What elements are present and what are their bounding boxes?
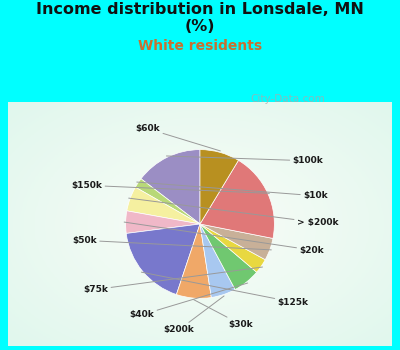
Text: $30k: $30k <box>194 300 253 329</box>
Text: (%): (%) <box>185 19 215 34</box>
Text: Income distribution in Lonsdale, MN: Income distribution in Lonsdale, MN <box>36 2 364 17</box>
Text: $40k: $40k <box>130 283 248 319</box>
Text: $200k: $200k <box>164 296 224 334</box>
Wedge shape <box>135 179 200 224</box>
Wedge shape <box>200 224 235 298</box>
Wedge shape <box>200 149 238 224</box>
Text: $75k: $75k <box>84 267 262 294</box>
Text: $20k: $20k <box>124 222 324 254</box>
Wedge shape <box>200 224 257 289</box>
Text: City-Data.com: City-Data.com <box>251 94 325 105</box>
Wedge shape <box>200 224 265 272</box>
Text: > $200k: > $200k <box>129 198 338 227</box>
Wedge shape <box>126 211 200 233</box>
Text: $100k: $100k <box>166 156 323 165</box>
Wedge shape <box>126 224 200 295</box>
Text: White residents: White residents <box>138 39 262 53</box>
Wedge shape <box>200 160 274 238</box>
Wedge shape <box>141 149 200 224</box>
Text: $50k: $50k <box>72 236 271 250</box>
Text: $125k: $125k <box>141 272 308 307</box>
Text: $10k: $10k <box>137 182 328 200</box>
Wedge shape <box>176 224 211 298</box>
Wedge shape <box>200 224 273 260</box>
Text: $60k: $60k <box>136 124 220 151</box>
Text: $150k: $150k <box>72 181 269 193</box>
Wedge shape <box>127 187 200 224</box>
